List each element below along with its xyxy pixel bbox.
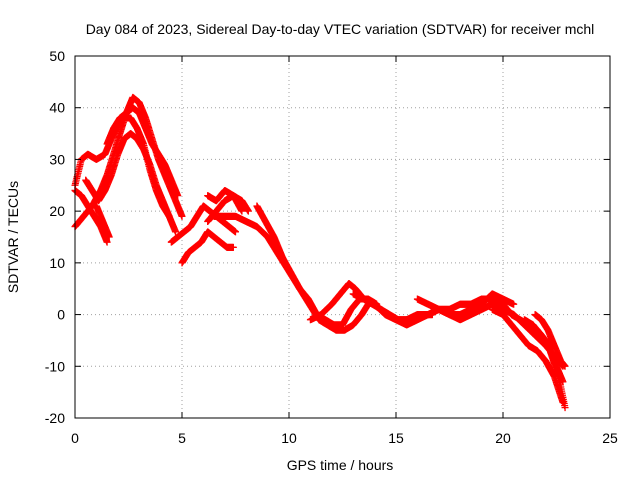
x-tick-label: 15 bbox=[388, 430, 404, 446]
y-tick-label: -10 bbox=[45, 358, 65, 374]
y-tick-label: 20 bbox=[49, 203, 65, 219]
x-tick-label: 0 bbox=[71, 430, 79, 446]
y-tick-label: 40 bbox=[49, 100, 65, 116]
data-point bbox=[238, 207, 246, 215]
data-point bbox=[103, 238, 111, 246]
y-tick-label: 30 bbox=[49, 151, 65, 167]
y-tick-label: 50 bbox=[49, 48, 65, 64]
series-track-7 bbox=[167, 202, 239, 246]
y-tick-label: 10 bbox=[49, 255, 65, 271]
data-point bbox=[105, 233, 113, 241]
series-track-6 bbox=[103, 104, 182, 200]
x-tick-label: 5 bbox=[178, 430, 186, 446]
y-tick-label: 0 bbox=[57, 307, 65, 323]
y-axis-label: SDTVAR / TECUs bbox=[5, 181, 21, 293]
x-tick-label: 20 bbox=[495, 430, 511, 446]
x-tick-label: 25 bbox=[602, 430, 618, 446]
data-point bbox=[174, 192, 182, 200]
data-points bbox=[71, 93, 569, 412]
x-tick-label: 10 bbox=[281, 430, 297, 446]
series-track-8 bbox=[178, 228, 237, 267]
series-track-5 bbox=[92, 202, 113, 241]
data-point bbox=[510, 300, 518, 308]
data-point bbox=[232, 228, 239, 236]
data-point bbox=[172, 228, 180, 236]
series-track-4 bbox=[82, 130, 173, 220]
data-point bbox=[178, 212, 186, 220]
chart-title: Day 084 of 2023, Sidereal Day-to-day VTE… bbox=[86, 21, 595, 37]
data-point bbox=[244, 207, 252, 215]
y-tick-label: -20 bbox=[45, 410, 65, 426]
data-point bbox=[165, 212, 173, 220]
data-point bbox=[229, 243, 237, 251]
x-axis-label: GPS time / hours bbox=[287, 457, 394, 473]
